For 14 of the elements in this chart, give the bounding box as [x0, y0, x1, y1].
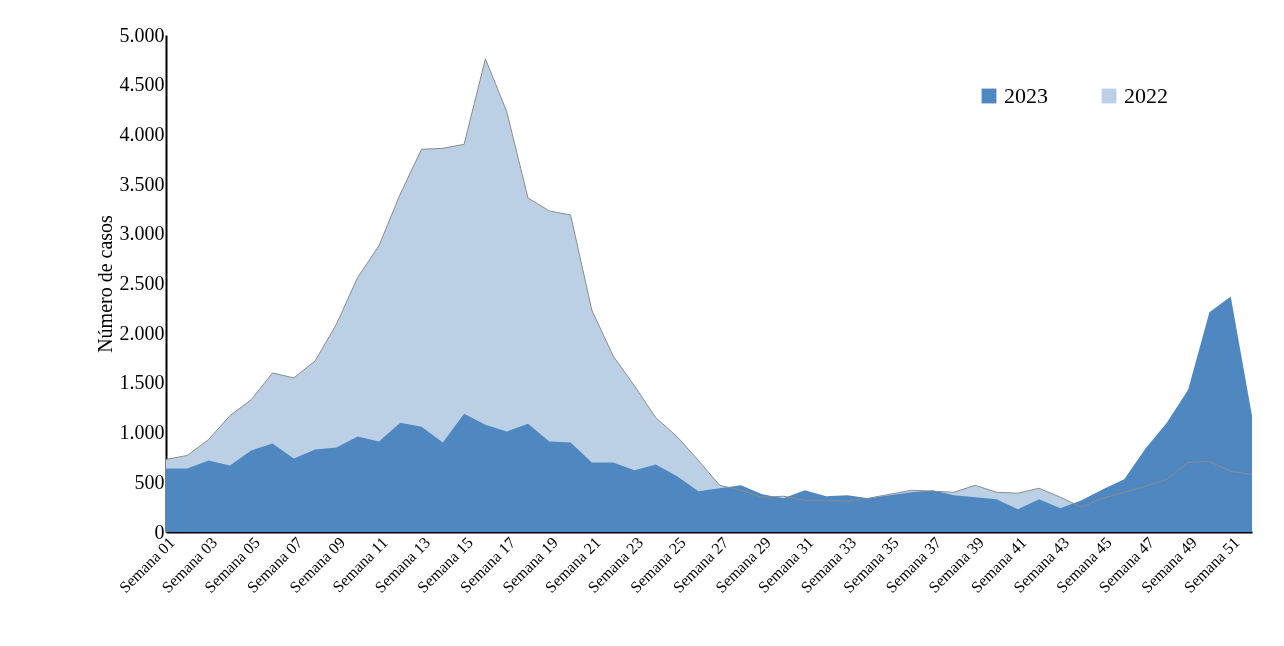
legend-label: 2023	[1004, 83, 1048, 108]
y-tick-label: 4.000	[119, 122, 165, 145]
y-axis-title: Número de casos	[93, 214, 116, 353]
y-tick-label: 2.000	[119, 321, 165, 344]
y-tick-label: 5.000	[119, 23, 165, 46]
y-tick-label: 1.500	[119, 371, 165, 394]
y-tick-label: 500	[134, 470, 165, 493]
y-tick-label: 0	[154, 520, 165, 543]
y-tick-label: 1.000	[119, 421, 165, 444]
legend-label: 2022	[1124, 83, 1168, 108]
y-tick-label: 4.500	[119, 73, 165, 96]
y-tick-label: 2.500	[119, 272, 165, 294]
y-tick-label: 3.500	[119, 172, 165, 195]
y-tick-label: 3.000	[119, 222, 165, 245]
